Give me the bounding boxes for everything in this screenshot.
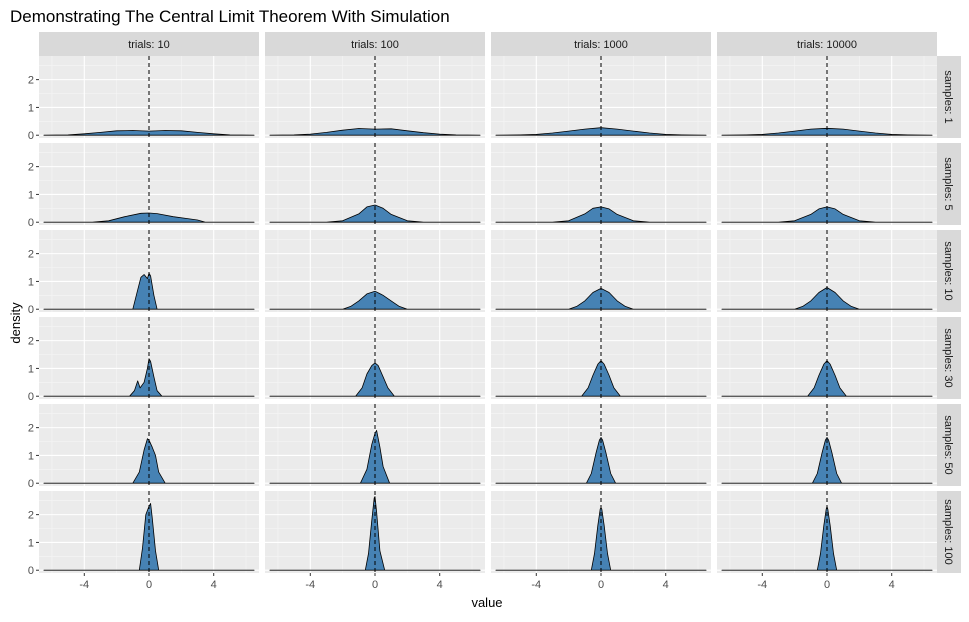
- col-strip: [265, 32, 485, 56]
- y-tick-label: 1: [28, 537, 34, 549]
- y-tick-label: 0: [28, 478, 34, 490]
- col-strip-label: trials: 10000: [797, 39, 857, 51]
- x-axis-title: value: [471, 595, 502, 610]
- row-strip-label: samples: 10: [942, 241, 954, 300]
- density-area: [721, 360, 933, 397]
- y-tick-label: 2: [28, 510, 34, 522]
- y-tick-label: 1: [28, 276, 34, 288]
- y-tick-label: 1: [28, 102, 34, 114]
- x-tick-label: 4: [663, 579, 669, 591]
- y-tick-label: 2: [28, 162, 34, 174]
- row-strip: [937, 491, 961, 573]
- density-area: [43, 358, 255, 397]
- y-tick-label: 2: [28, 75, 34, 87]
- row-strip-label: samples: 100: [942, 499, 954, 564]
- y-tick-label: 1: [28, 363, 34, 375]
- x-tick-label: -4: [305, 579, 315, 591]
- row-strip-label: samples: 1: [942, 70, 954, 123]
- row-strip: [937, 404, 961, 486]
- x-tick-label: 0: [824, 579, 830, 591]
- facet-grid: trials: 10 trials: 100 trials: 1000 trials:…: [28, 32, 961, 591]
- y-tick-label: 0: [28, 217, 34, 229]
- y-tick-label: 2: [28, 249, 34, 261]
- density-area: [721, 127, 933, 136]
- row-strip-label: samples: 30: [942, 328, 954, 387]
- row-strip: [937, 143, 961, 225]
- x-tick-label: 0: [372, 579, 378, 591]
- x-tick-label: -4: [757, 579, 767, 591]
- y-tick-label: 1: [28, 450, 34, 462]
- y-tick-label: 0: [28, 391, 34, 403]
- col-strip-label: trials: 100: [351, 39, 399, 51]
- y-tick-label: 2: [28, 423, 34, 435]
- density-area: [43, 212, 255, 223]
- x-tick-label: 4: [437, 579, 443, 591]
- row-strip-label: samples: 5: [942, 157, 954, 210]
- y-tick-label: 1: [28, 189, 34, 201]
- density-area: [43, 272, 255, 310]
- col-strip: [39, 32, 259, 56]
- x-tick-label: 4: [889, 579, 895, 591]
- row-strip-label: samples: 50: [942, 415, 954, 474]
- row-strip: [937, 230, 961, 312]
- y-tick-label: 0: [28, 304, 34, 316]
- y-axis-title: density: [8, 302, 23, 344]
- x-tick-label: -4: [79, 579, 89, 591]
- col-strip-label: trials: 10: [128, 39, 170, 51]
- row-strip: [937, 56, 961, 138]
- col-strip: [491, 32, 711, 56]
- y-tick-label: 0: [28, 130, 34, 142]
- density-area: [43, 130, 255, 136]
- density-area: [495, 127, 707, 136]
- density-area: [269, 128, 481, 136]
- x-tick-label: 0: [598, 579, 604, 591]
- density-area: [495, 360, 707, 397]
- x-tick-label: -4: [531, 579, 541, 591]
- density-area: [495, 288, 707, 310]
- x-tick-label: 0: [146, 579, 152, 591]
- density-area: [269, 362, 481, 397]
- y-tick-label: 0: [28, 565, 34, 577]
- x-tick-label: 4: [211, 579, 217, 591]
- y-tick-label: 2: [28, 336, 34, 348]
- col-strip-label: trials: 1000: [574, 39, 628, 51]
- row-strip: [937, 317, 961, 399]
- chart-title: Demonstrating The Central Limit Theorem …: [10, 7, 450, 26]
- col-strip: [717, 32, 937, 56]
- density-area: [721, 287, 933, 310]
